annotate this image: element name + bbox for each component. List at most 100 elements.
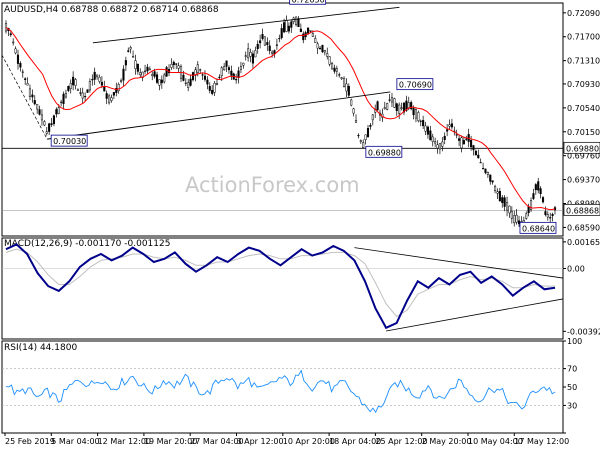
candle-body bbox=[472, 145, 475, 151]
candle-body bbox=[338, 74, 341, 76]
candle-body bbox=[9, 33, 12, 36]
candle-body bbox=[280, 28, 283, 38]
candle-body bbox=[549, 217, 552, 219]
candle-body bbox=[398, 104, 401, 114]
candle-body bbox=[323, 50, 326, 53]
candle-body bbox=[350, 99, 353, 106]
x-tick-label: 2 May 20:00 bbox=[422, 437, 472, 446]
candle-body bbox=[81, 92, 84, 99]
price-tick-label: 0.71310 bbox=[567, 57, 600, 66]
candle-body bbox=[383, 107, 386, 110]
candle-body bbox=[302, 33, 305, 41]
price-tick-label: 0.69370 bbox=[567, 176, 600, 185]
candle-body bbox=[227, 67, 231, 71]
candle-body bbox=[371, 114, 374, 121]
dashed-trend-line bbox=[1, 54, 48, 140]
price-chart-title: AUDUSD,H4 0.68788 0.68872 0.68714 0.6886… bbox=[4, 5, 219, 15]
candle-body bbox=[340, 77, 343, 79]
candle-body bbox=[369, 125, 372, 127]
annotation-label: 0.69880 bbox=[368, 148, 401, 157]
rsi-line bbox=[5, 369, 556, 414]
annotation-box bbox=[289, 0, 327, 5]
watermark: ActionForex.com bbox=[185, 173, 360, 197]
x-tick-label: 25 Feb 2019 bbox=[5, 437, 55, 446]
candle-body bbox=[307, 27, 310, 34]
candle-body bbox=[254, 50, 257, 58]
candle-body bbox=[328, 56, 331, 65]
candle-body bbox=[194, 69, 197, 76]
candle-body bbox=[506, 202, 509, 211]
candle-body bbox=[108, 95, 111, 104]
candle-body bbox=[494, 186, 497, 191]
candle-body bbox=[88, 81, 91, 91]
candle-body bbox=[148, 68, 151, 71]
candle-body bbox=[91, 79, 94, 81]
annotation-box bbox=[519, 221, 557, 234]
candle-body bbox=[410, 102, 413, 110]
candle-body bbox=[235, 79, 238, 81]
candle-body bbox=[474, 150, 477, 156]
candle-body bbox=[206, 79, 209, 85]
candle-body bbox=[239, 66, 242, 70]
candle-body bbox=[546, 214, 549, 218]
candle-body bbox=[223, 66, 226, 70]
candle-body bbox=[510, 211, 513, 219]
candle-body bbox=[441, 141, 444, 147]
moving-average-line bbox=[5, 27, 556, 211]
candle-body bbox=[297, 18, 300, 28]
candle-body bbox=[69, 83, 72, 89]
candle-body bbox=[158, 79, 161, 86]
candle-body bbox=[319, 47, 322, 50]
candle-body bbox=[103, 86, 106, 92]
candle-body bbox=[64, 92, 67, 98]
x-tick-label: 27 Mar 04:00 bbox=[190, 437, 243, 446]
price-tick-label: 0.72090 bbox=[567, 9, 600, 18]
candle-body bbox=[436, 144, 439, 149]
price-tick-label: 0.70930 bbox=[567, 80, 600, 89]
candle-body bbox=[458, 138, 461, 141]
candle-body bbox=[48, 123, 51, 132]
candle-body bbox=[263, 36, 266, 46]
candle-body bbox=[134, 60, 137, 69]
candle-body bbox=[93, 71, 96, 80]
candle-body bbox=[486, 172, 489, 175]
candle-body bbox=[501, 197, 504, 203]
candle-body bbox=[72, 76, 75, 86]
candle-body bbox=[43, 121, 46, 126]
macd-panel-frame bbox=[1, 237, 564, 340]
candle-body bbox=[417, 112, 420, 122]
candle-body bbox=[419, 120, 422, 122]
candle-body bbox=[482, 168, 485, 170]
candle-body bbox=[491, 180, 494, 183]
candle-body bbox=[278, 38, 281, 40]
candle-body bbox=[448, 124, 451, 127]
candle-body bbox=[537, 181, 540, 191]
candle-body bbox=[112, 92, 115, 96]
candle-body bbox=[136, 64, 139, 72]
candle-body bbox=[330, 62, 334, 70]
candle-body bbox=[366, 127, 370, 137]
price-tick-label: 0.68980 bbox=[567, 200, 600, 209]
candle-body bbox=[57, 107, 60, 114]
candle-body bbox=[105, 93, 108, 99]
candle-body bbox=[19, 63, 22, 68]
candle-body bbox=[359, 140, 362, 142]
candle-body bbox=[132, 56, 135, 58]
candle-body bbox=[266, 42, 269, 45]
reference-level-box bbox=[563, 141, 600, 154]
candle-body bbox=[110, 97, 113, 101]
candle-body bbox=[513, 215, 516, 224]
candle-body bbox=[189, 78, 192, 86]
macd-tick-label: -0.003922 bbox=[567, 327, 600, 336]
candle-body bbox=[60, 101, 63, 103]
candle-body bbox=[208, 86, 211, 91]
candle-body bbox=[438, 143, 441, 150]
candle-body bbox=[333, 67, 336, 72]
candle-body bbox=[160, 79, 163, 84]
candle-body bbox=[326, 53, 329, 57]
candle-body bbox=[256, 43, 259, 49]
candle-body bbox=[364, 134, 367, 141]
candle-body bbox=[357, 135, 360, 137]
candle-body bbox=[347, 85, 350, 96]
macd-chart-title: MACD(12,26,9) -0.001170 -0.001125 bbox=[4, 239, 170, 249]
